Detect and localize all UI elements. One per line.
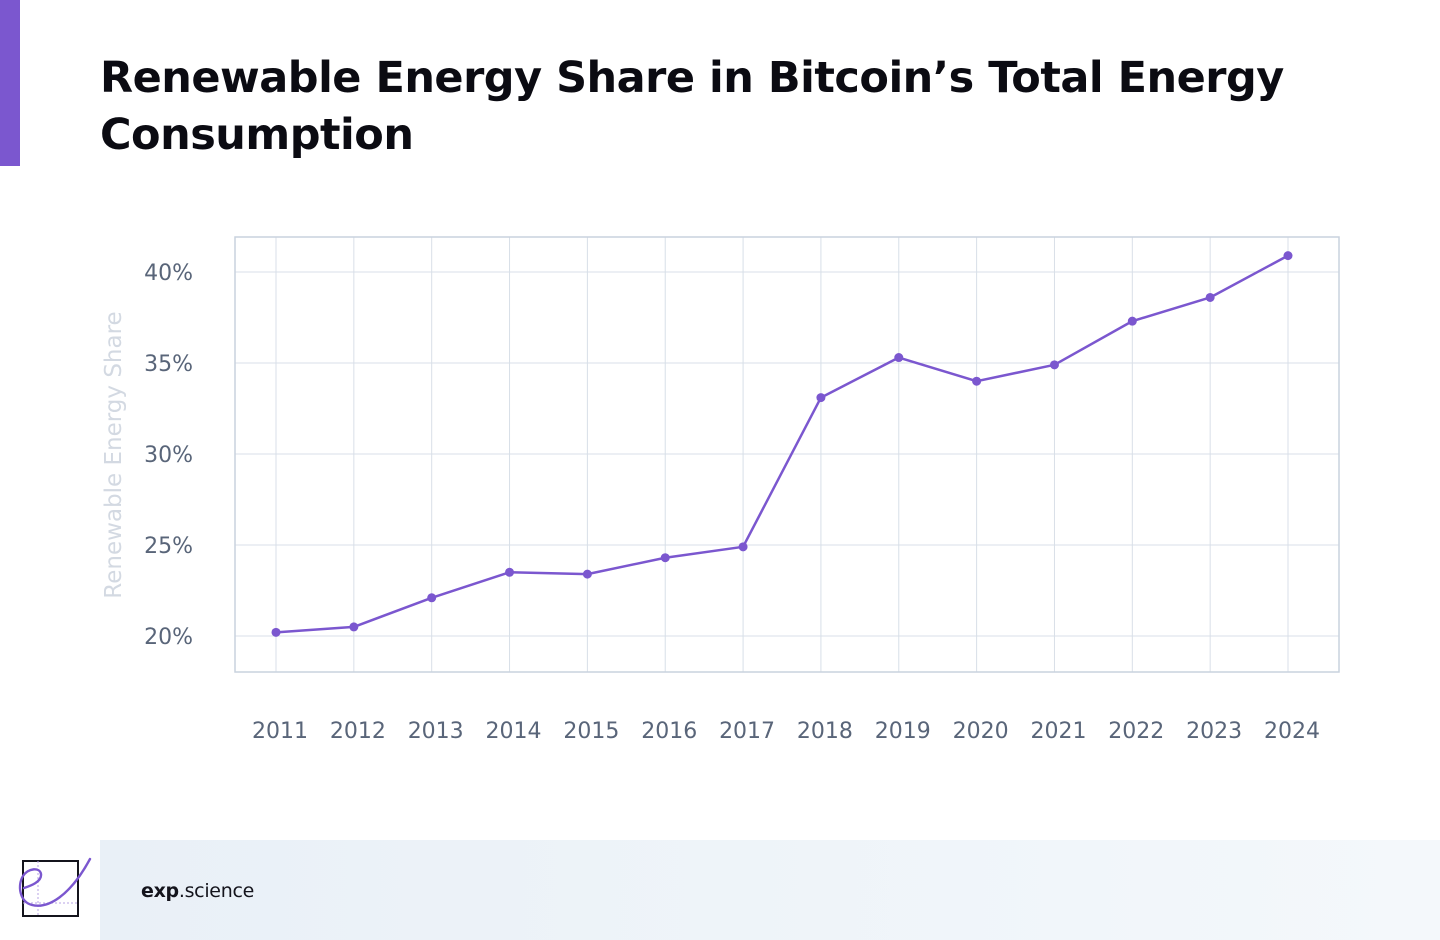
- x-tick-label: 2015: [563, 719, 619, 744]
- y-tick-label: 40%: [144, 261, 193, 286]
- data-point-2011[interactable]: [271, 627, 281, 637]
- x-tick-label: 2021: [1030, 719, 1086, 744]
- data-point-2023[interactable]: [1205, 292, 1215, 302]
- x-tick-label: 2023: [1186, 719, 1242, 744]
- x-tick-label: 2020: [953, 719, 1009, 744]
- data-point-2015[interactable]: [582, 569, 592, 579]
- x-tick-label: 2017: [719, 719, 775, 744]
- y-tick-label: 20%: [144, 625, 193, 650]
- data-point-2014[interactable]: [505, 567, 515, 577]
- brand-wordmark[interactable]: exp.science: [141, 880, 254, 902]
- x-tick-label: 2012: [330, 719, 386, 744]
- y-tick-label: 35%: [144, 352, 193, 377]
- data-point-2017[interactable]: [738, 542, 748, 552]
- data-point-2016[interactable]: [660, 553, 670, 563]
- x-tick-label: 2018: [797, 719, 853, 744]
- data-point-2019[interactable]: [894, 353, 904, 363]
- data-point-2022[interactable]: [1127, 316, 1137, 326]
- x-tick-label: 2014: [486, 719, 542, 744]
- page-title: Renewable Energy Share in Bitcoin’s Tota…: [100, 53, 1284, 160]
- accent-bar: [0, 0, 20, 166]
- data-point-2012[interactable]: [349, 622, 359, 632]
- x-tick-label: 2022: [1108, 719, 1164, 744]
- x-tick-label: 2024: [1264, 719, 1320, 744]
- data-points: [271, 251, 1293, 637]
- data-point-2021[interactable]: [1049, 360, 1059, 370]
- y-axis-label: Renewable Energy Share: [101, 311, 127, 598]
- x-tick-label: 2016: [641, 719, 697, 744]
- data-point-2020[interactable]: [972, 376, 982, 386]
- y-tick-label: 25%: [144, 534, 193, 559]
- brand-wordmark-bold: exp: [141, 880, 179, 902]
- brand-wordmark-rest: .science: [178, 880, 254, 902]
- plot-frame: [234, 236, 1340, 673]
- x-tick-label: 2019: [875, 719, 931, 744]
- grid-lines: [235, 237, 1339, 672]
- y-tick-label: 30%: [144, 443, 193, 468]
- data-point-2018[interactable]: [816, 393, 826, 403]
- data-point-2013[interactable]: [427, 593, 437, 603]
- x-tick-labels: 2011 2012 2013 2014 2015 2016 2017 2018 2019 2020…: [252, 719, 1320, 744]
- x-tick-label: 2013: [408, 719, 464, 744]
- data-point-2024[interactable]: [1283, 251, 1293, 261]
- footer-band: exp.science: [100, 840, 1440, 940]
- x-tick-label: 2011: [252, 719, 308, 744]
- y-tick-labels: 20% 25% 30% 35% 40%: [144, 261, 193, 650]
- exp-science-logo-icon[interactable]: [14, 856, 94, 922]
- series-line: [275, 254, 1289, 634]
- line-chart: 20% 25% 30% 35% 40% 2011 2012 2013 2014 2015 2016…: [101, 236, 1340, 744]
